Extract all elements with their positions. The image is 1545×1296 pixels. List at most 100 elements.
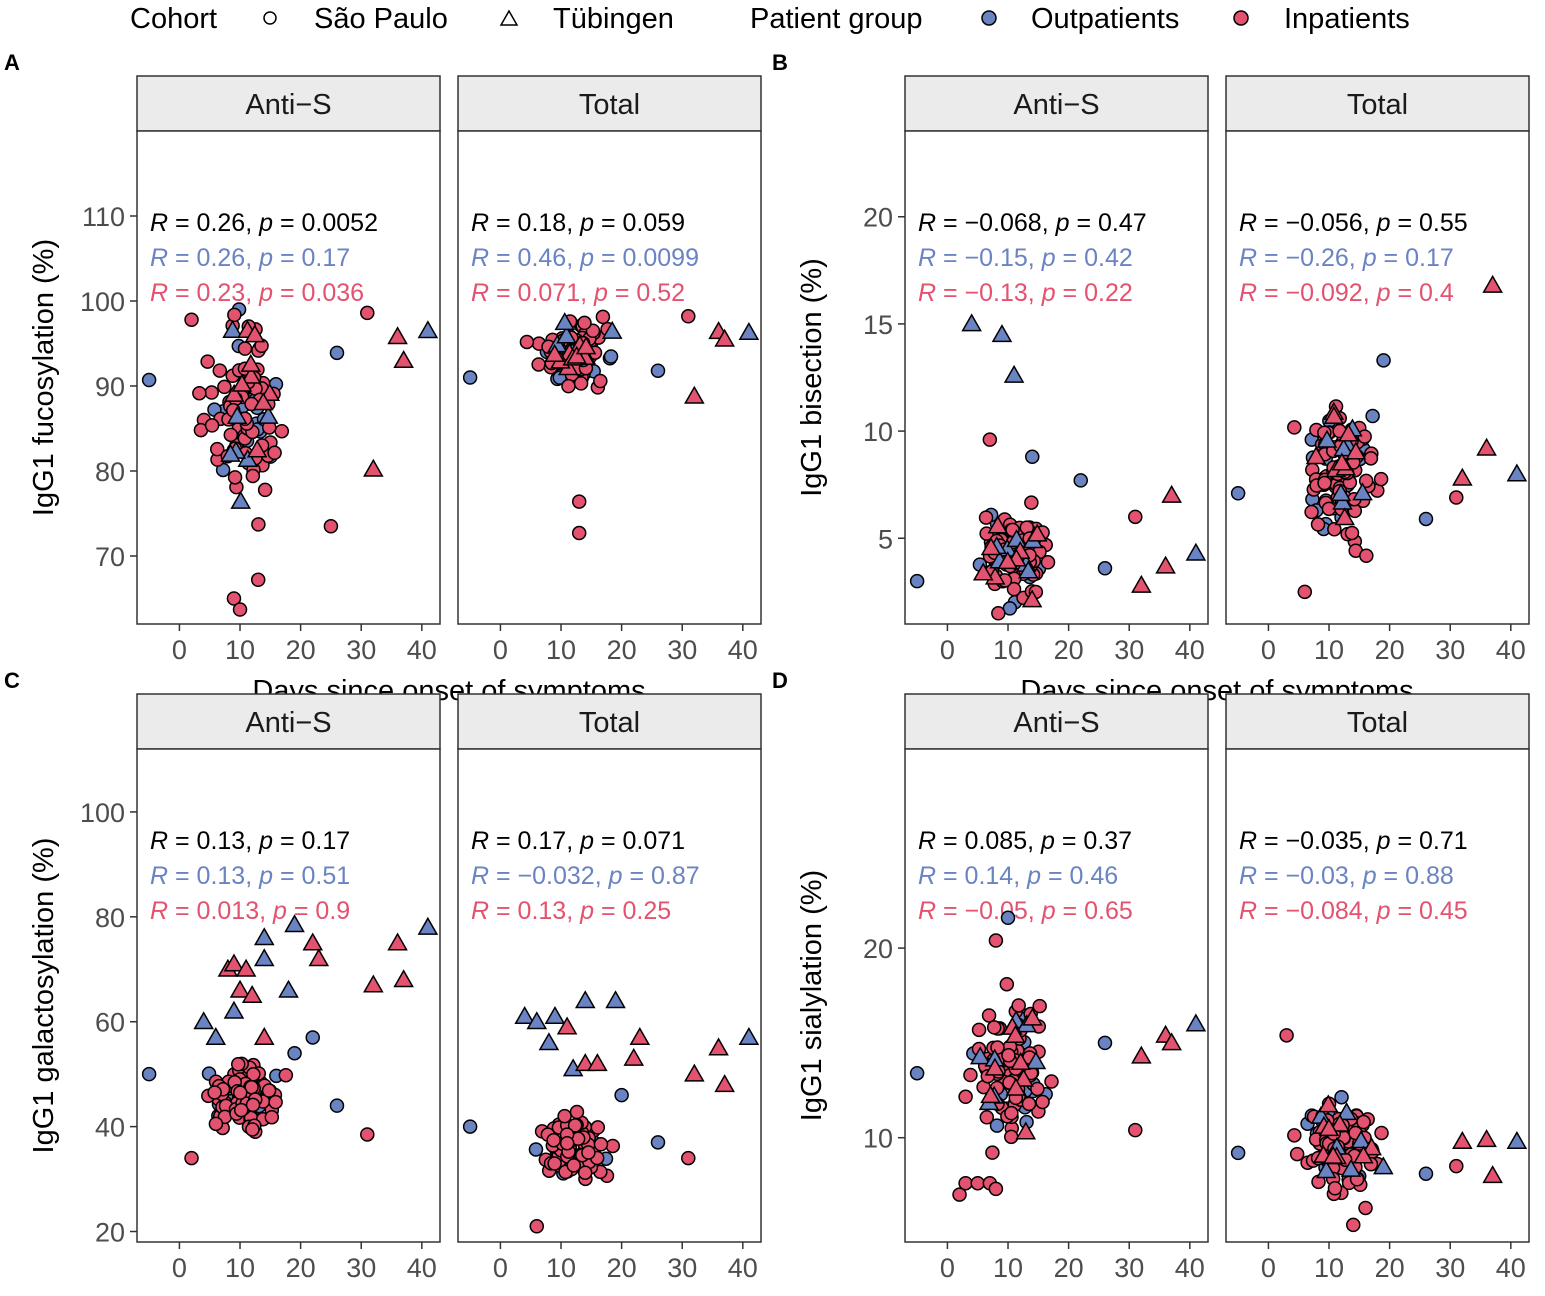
point-triangle	[1010, 1052, 1031, 1071]
x-tick-label: 30	[667, 1253, 697, 1283]
point-circle	[557, 1108, 572, 1124]
x-tick-label: 30	[346, 635, 376, 665]
point-triangle	[1345, 441, 1367, 460]
point-circle	[360, 305, 375, 321]
legend-cohort-title: Cohort	[130, 3, 217, 35]
point-circle	[267, 445, 282, 461]
point-circle	[278, 1067, 294, 1083]
point-triangle	[684, 385, 705, 404]
point-circle	[287, 1045, 302, 1061]
point-triangle	[738, 321, 760, 340]
point-circle	[245, 1097, 261, 1113]
y-axis-label: IgG1 galactosylation (%)	[28, 838, 60, 1154]
point-triangle	[714, 328, 735, 347]
point-circle	[329, 345, 345, 361]
point-circle	[577, 315, 592, 331]
plot-area	[904, 748, 1209, 1243]
x-tick-label: 40	[407, 1253, 437, 1283]
facet-strip	[904, 75, 1209, 132]
point-triangle	[1318, 1118, 1340, 1137]
facet-anti-s: Anti−S 0 10 20 30 40 R = 0.085, p = 0.37 R = 0.…	[904, 693, 1209, 1283]
point-circle	[245, 468, 261, 484]
plot-area	[1225, 130, 1530, 625]
point-triangle	[1476, 1129, 1497, 1148]
point-triangle	[629, 1026, 651, 1045]
x-tick-label: 20	[1375, 1253, 1405, 1283]
point-circle	[581, 1145, 596, 1160]
x-tick-label: 30	[1114, 635, 1144, 665]
facet-strip-label: Anti−S	[245, 89, 331, 121]
point-circle	[603, 349, 619, 364]
x-tick-label: 30	[346, 1253, 376, 1283]
x-tick-label: 20	[1054, 1253, 1084, 1283]
panel-label: C	[4, 668, 20, 693]
point-triangle	[222, 319, 243, 338]
point-circle	[1128, 1122, 1143, 1138]
y-tick-label: 20	[863, 203, 893, 233]
point-triangle	[223, 953, 245, 972]
stat-inpatients: R = −0.084, p = 0.45	[1239, 897, 1468, 925]
point-circle	[274, 423, 290, 439]
point-circle	[991, 606, 1006, 621]
point-circle	[1001, 1048, 1016, 1063]
point-circle	[989, 1118, 1005, 1133]
point-triangle	[514, 1005, 535, 1024]
point-triangle	[1361, 1137, 1382, 1156]
facet-anti-s: Anti−S 0 10 20 30 40 R = −0.068, p = 0.47 R = −…	[904, 75, 1209, 665]
point-circle	[982, 432, 998, 447]
point-circle	[1073, 473, 1088, 488]
point-triangle	[587, 1053, 608, 1072]
point-triangle	[1131, 1045, 1152, 1064]
point-circle	[1035, 1094, 1050, 1110]
point-triangle	[997, 551, 1018, 570]
point-circle	[909, 573, 925, 589]
point-circle	[1327, 522, 1342, 537]
y-tick-label: 80	[95, 457, 125, 487]
point-triangle	[253, 927, 275, 946]
point-circle	[988, 1181, 1004, 1197]
point-triangle	[229, 979, 251, 998]
point-circle	[1030, 1081, 1045, 1097]
point-circle	[1032, 998, 1047, 1014]
x-tick-label: 0	[1261, 1253, 1276, 1283]
point-circle	[1356, 1114, 1371, 1130]
x-tick-label: 30	[1435, 635, 1465, 665]
point-circle	[233, 1102, 249, 1118]
point-triangle	[241, 984, 263, 1003]
point-triangle	[554, 312, 576, 331]
point-triangle	[972, 562, 994, 581]
point-triangle	[1003, 364, 1025, 383]
x-tick-label: 0	[493, 1253, 508, 1283]
point-triangle	[1323, 406, 1345, 425]
point-circle	[1287, 1128, 1302, 1143]
point-triangle	[226, 406, 248, 425]
point-circle	[237, 341, 253, 356]
point-triangle	[1021, 589, 1043, 608]
point-triangle	[1185, 542, 1207, 561]
point-circle	[970, 1175, 985, 1191]
point-circle	[1334, 1089, 1349, 1105]
point-circle	[227, 470, 243, 485]
point-circle	[1004, 1105, 1019, 1121]
point-circle	[1000, 910, 1016, 926]
point-triangle	[1340, 1158, 1362, 1177]
point-circle	[184, 1150, 199, 1166]
point-triangle	[605, 990, 626, 1009]
point-circle	[590, 1120, 606, 1135]
point-circle	[232, 1085, 248, 1100]
facet-strip-label: Total	[1347, 89, 1408, 121]
legend-outpatients-swatch-icon	[981, 10, 997, 26]
stat-overall: R = 0.085, p = 0.37	[918, 827, 1132, 855]
point-triangle	[1006, 529, 1027, 548]
point-triangle	[1305, 446, 1327, 465]
facet-strip-label: Anti−S	[1013, 707, 1099, 739]
point-triangle	[223, 1000, 245, 1019]
point-triangle	[1506, 463, 1528, 482]
panel-d: D IgG1 sialylation (%) 10 20 Days since onse…	[772, 668, 1530, 1296]
point-circle	[264, 1109, 280, 1125]
point-circle	[192, 385, 207, 401]
point-triangle	[417, 916, 439, 935]
facet-total: Total 0 10 20 30 40 R = −0.035, p = 0.71 R = −0…	[1225, 693, 1530, 1283]
point-circle	[184, 312, 199, 327]
